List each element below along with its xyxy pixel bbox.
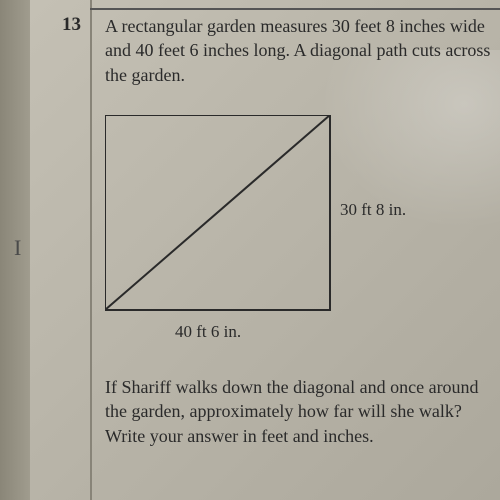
- horizontal-top-rule: [90, 8, 500, 10]
- length-label: 40 ft 6 in.: [175, 322, 241, 342]
- textbook-page: 13 A rectangular garden measures 30 feet…: [30, 0, 500, 500]
- garden-diagonal: [105, 115, 330, 310]
- problem-number: 13: [62, 14, 81, 36]
- rectangle-diagonal-svg: [105, 115, 335, 315]
- problem-question: If Shariff walks down the diagonal and o…: [105, 375, 495, 448]
- vertical-margin-rule: [90, 0, 92, 500]
- garden-diagram: [105, 115, 485, 325]
- width-label: 30 ft 8 in.: [340, 200, 406, 220]
- problem-statement: A rectangular garden measures 30 feet 8 …: [105, 14, 495, 87]
- text-cursor-icon: I: [14, 235, 21, 261]
